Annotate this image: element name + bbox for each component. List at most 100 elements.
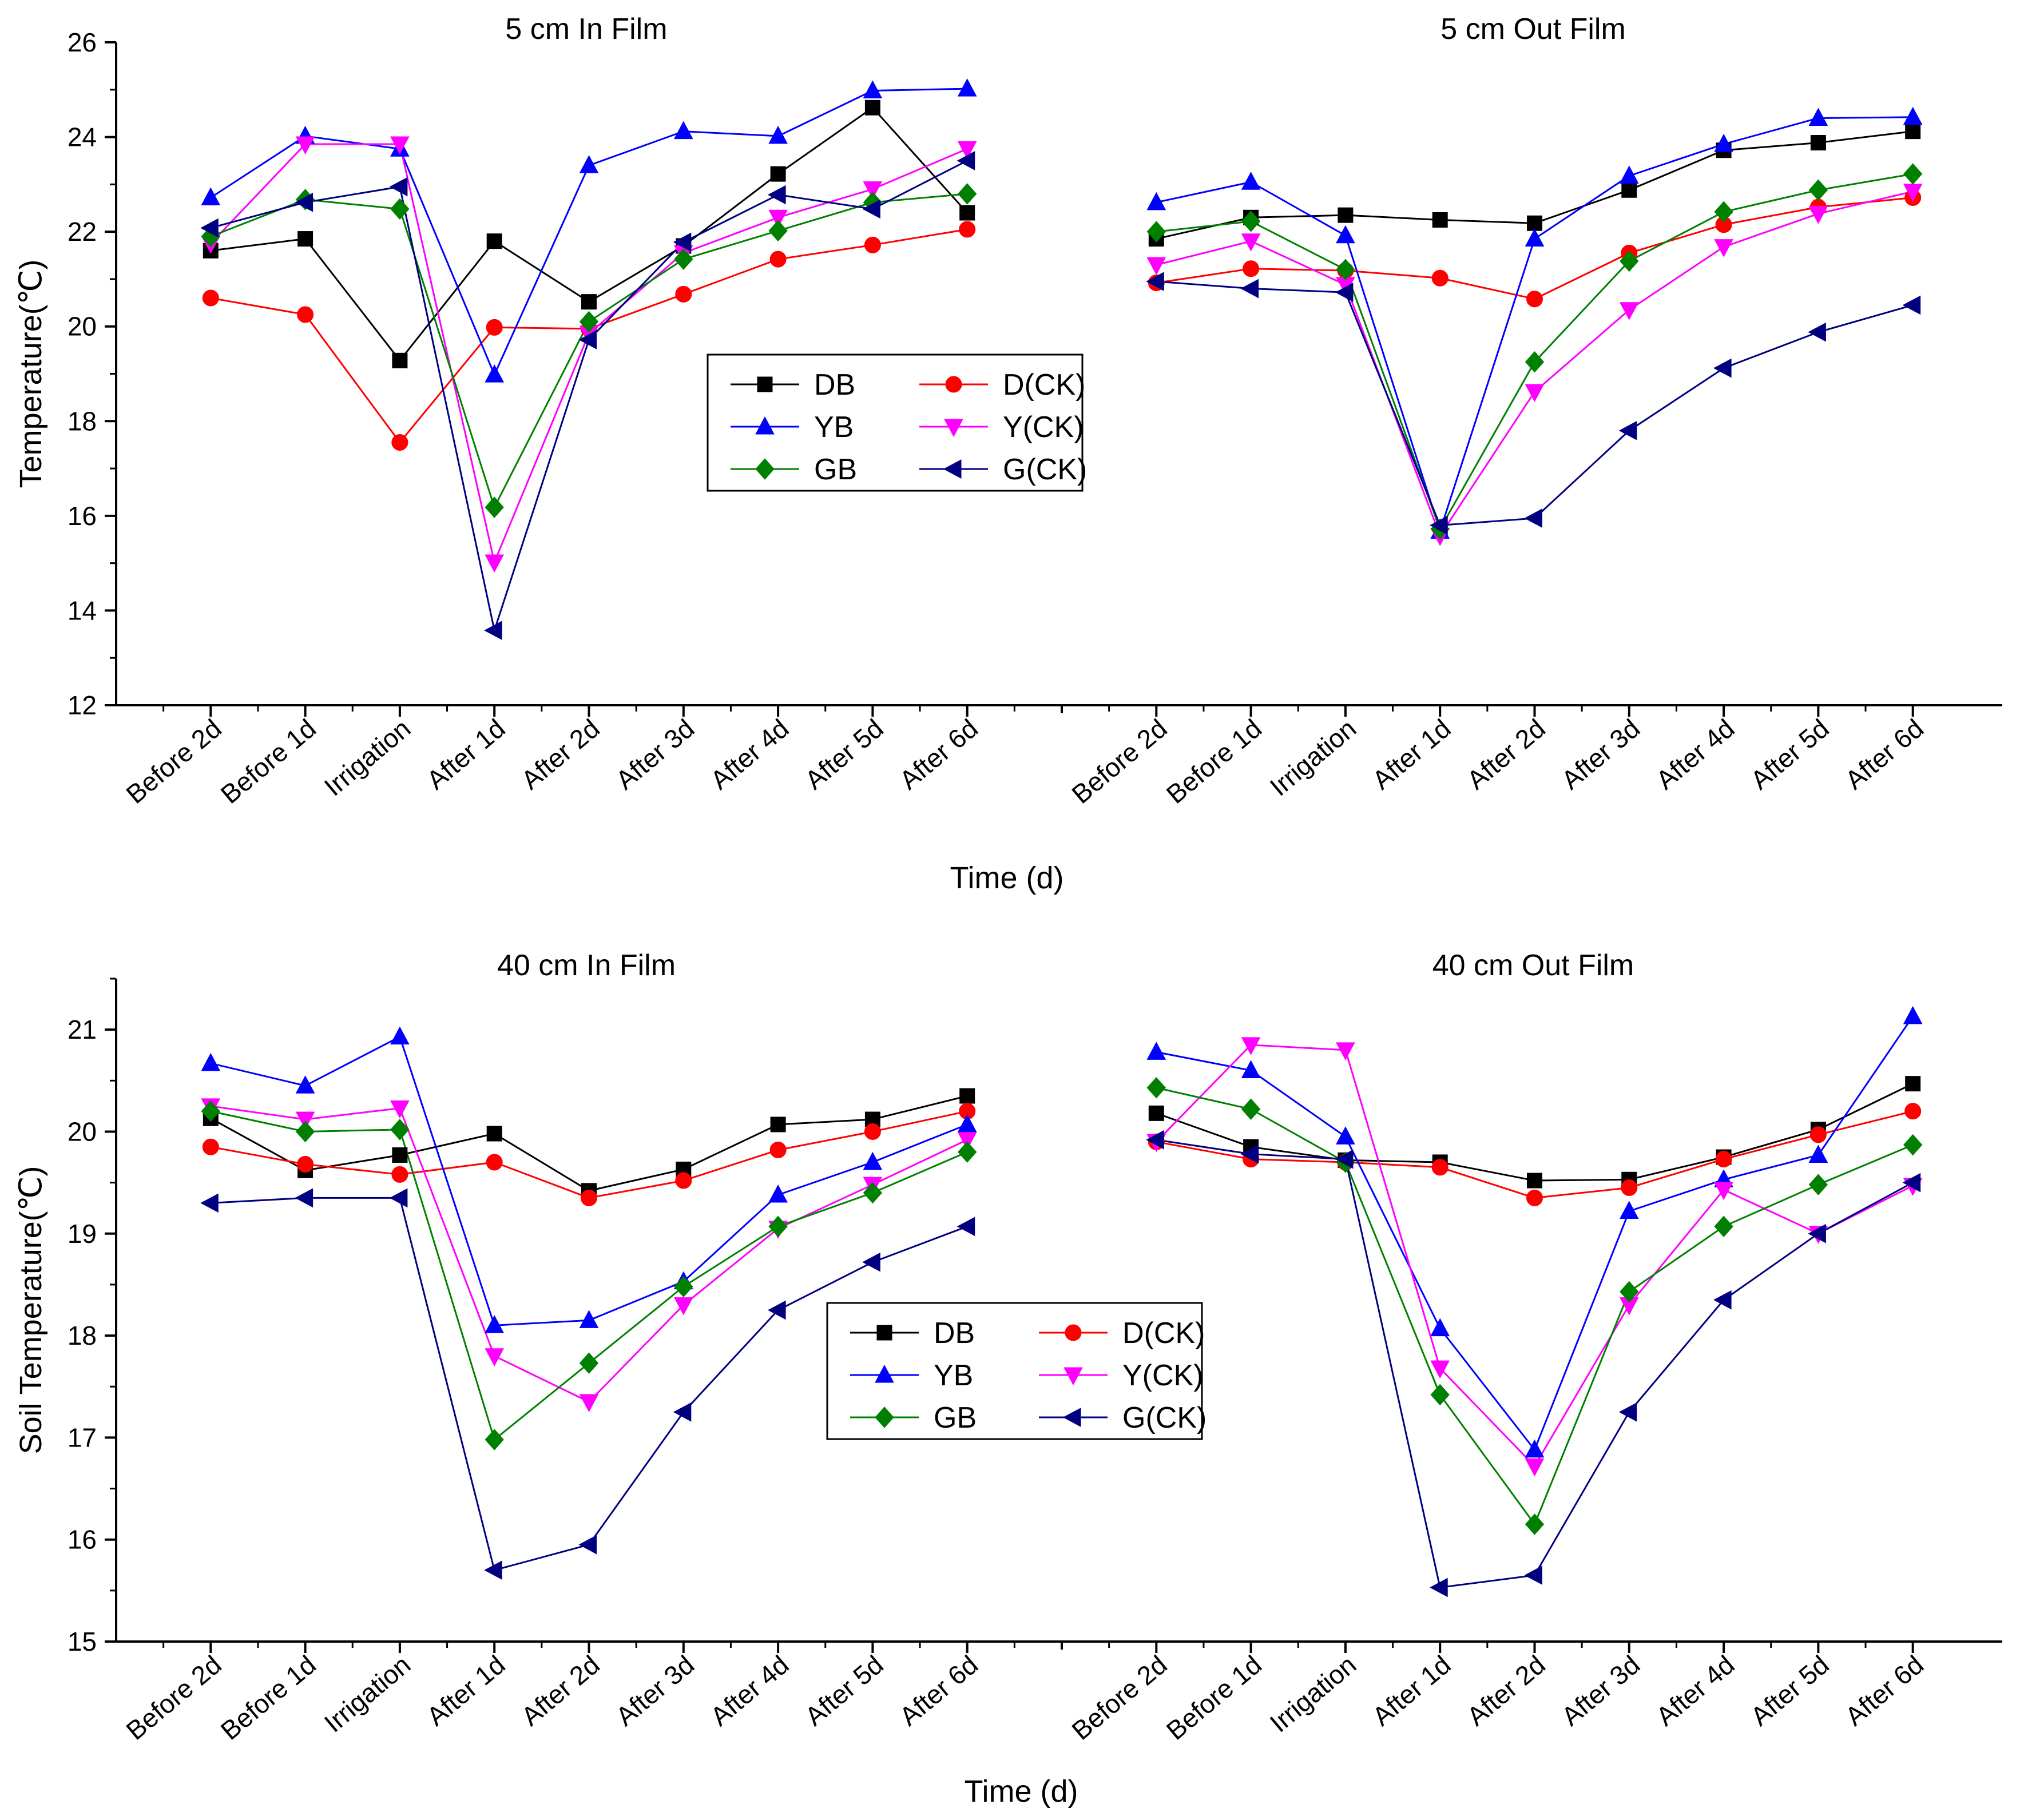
data-point-d-ck: [769, 251, 787, 268]
data-point-g-ck: [1713, 1290, 1732, 1310]
data-point-db: [1338, 207, 1354, 223]
data-point-g-ck: [200, 218, 219, 238]
data-point-d-ck: [391, 434, 408, 451]
data-point-db: [1905, 1076, 1921, 1092]
data-point-gb: [1714, 201, 1733, 223]
x-axis-title: Time (d): [965, 1774, 1078, 1809]
series-line-d-ck: [1156, 197, 1913, 300]
data-point-yb: [295, 1075, 315, 1094]
data-point-y-ck: [485, 1348, 505, 1366]
data-point-db: [392, 1147, 408, 1163]
data-point-db: [1527, 215, 1542, 231]
x-tick-label: After 6d: [894, 713, 983, 795]
x-tick-label: After 3d: [610, 713, 700, 795]
x-tick-label: After 2d: [515, 713, 605, 795]
legend-label-yb: YB: [814, 411, 854, 444]
data-point-g-ck: [1808, 322, 1826, 342]
data-point-yb: [1525, 1439, 1545, 1458]
data-point-yb: [1619, 1201, 1639, 1219]
data-point-yb: [1430, 1318, 1450, 1337]
x-tick-label: After 2d: [1461, 713, 1551, 795]
legend-marker-db: [757, 376, 773, 392]
x-tick-label: After 1d: [421, 713, 511, 795]
x-tick-label: After 1d: [421, 1650, 511, 1731]
data-point-d-ck: [959, 221, 976, 238]
legend: DB D(CK) YB Y(CK) GB G(CK): [826, 1302, 1207, 1440]
x-tick-label: After 1d: [1367, 1650, 1457, 1731]
y-tick-label: 14: [68, 595, 97, 625]
data-point-g-ck: [1335, 1149, 1354, 1169]
data-point-g-ck: [673, 232, 692, 252]
data-point-g-ck: [389, 177, 408, 197]
data-point-y-ck: [1619, 302, 1639, 320]
legend-label-y-ck: Y(CK): [1122, 1359, 1204, 1392]
data-point-g-ck: [1902, 1173, 1921, 1193]
data-point-d-ck: [675, 1172, 692, 1189]
y-tick-label: 22: [68, 217, 97, 247]
data-point-gb: [579, 311, 599, 333]
x-tick-label: After 4d: [705, 713, 795, 795]
data-point-d-ck: [1431, 1159, 1448, 1176]
y-axis-title: Temperature(℃): [14, 260, 48, 488]
data-point-y-ck: [957, 1132, 977, 1150]
data-point-d-ck: [297, 306, 314, 323]
y-axis-title: Soil Temperature(℃): [14, 1166, 48, 1455]
data-point-yb: [1336, 1126, 1355, 1145]
data-point-d-ck: [297, 1156, 314, 1173]
data-point-yb: [1146, 1042, 1166, 1060]
data-point-d-ck: [1526, 1189, 1543, 1206]
data-point-g-ck: [1146, 272, 1164, 291]
data-point-gb: [1525, 351, 1545, 373]
data-point-g-ck: [1335, 283, 1354, 302]
data-point-gb: [390, 198, 410, 220]
data-point-db: [581, 294, 597, 310]
data-point-yb: [485, 364, 505, 383]
x-tick-label: Irrigation: [319, 1650, 416, 1738]
x-tick-label: After 4d: [1650, 1650, 1740, 1731]
data-point-db: [1527, 1173, 1542, 1189]
x-tick-label: Before 1d: [1161, 1650, 1267, 1746]
data-point-d-ck: [486, 319, 503, 336]
data-point-y-ck: [390, 1100, 410, 1119]
x-tick-label: Before 1d: [1161, 713, 1267, 809]
data-point-yb: [768, 125, 788, 144]
data-point-g-ck: [484, 1560, 502, 1580]
x-tick-label: After 2d: [1461, 1650, 1551, 1731]
data-point-d-ck: [1431, 269, 1448, 287]
data-point-yb: [863, 80, 883, 98]
data-point-yb: [201, 1052, 221, 1071]
x-tick-label: Irrigation: [1264, 1650, 1362, 1738]
series-line-yb: [210, 1035, 968, 1326]
data-point-yb: [957, 1114, 977, 1132]
data-point-y-ck: [1714, 239, 1733, 257]
legend-label-y-ck: Y(CK): [1003, 411, 1084, 444]
data-point-g-ck: [768, 1300, 786, 1320]
data-point-g-ck: [673, 1402, 692, 1422]
data-point-g-ck: [295, 192, 313, 212]
x-tick-label: Irrigation: [1264, 713, 1362, 802]
data-point-y-ck: [673, 1297, 693, 1316]
data-point-d-ck: [1809, 1126, 1827, 1143]
x-tick-label: After 5d: [799, 1650, 889, 1731]
data-point-yb: [673, 121, 693, 140]
data-point-d-ck: [769, 1142, 787, 1159]
data-point-g-ck: [1902, 295, 1921, 315]
data-point-gb: [768, 220, 788, 242]
data-point-db: [297, 231, 313, 247]
x-tick-label: After 1d: [1367, 713, 1457, 795]
x-tick-label: Before 2d: [120, 713, 227, 809]
data-point-db: [959, 1088, 975, 1104]
data-point-yb: [957, 78, 977, 97]
data-point-g-ck: [1430, 1577, 1448, 1598]
data-point-g-ck: [1430, 515, 1448, 535]
data-point-yb: [1808, 108, 1828, 126]
y-tick-label: 16: [68, 501, 97, 531]
data-point-y-ck: [1808, 206, 1828, 224]
data-point-d-ck: [1715, 1151, 1732, 1168]
data-point-db: [1810, 135, 1826, 151]
x-tick-label: Before 2d: [1066, 713, 1172, 809]
data-point-d-ck: [675, 285, 692, 303]
data-point-yb: [1241, 172, 1261, 190]
data-point-gb: [1620, 1281, 1639, 1303]
